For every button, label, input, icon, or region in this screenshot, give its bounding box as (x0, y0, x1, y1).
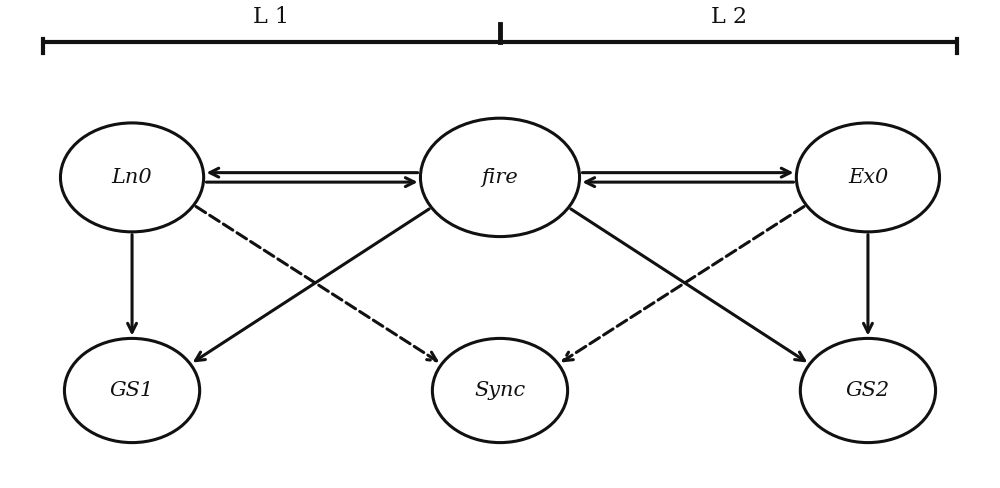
Ellipse shape (432, 338, 568, 443)
Text: fire: fire (482, 168, 518, 187)
Text: GS1: GS1 (110, 381, 154, 400)
Text: GS2: GS2 (846, 381, 890, 400)
Ellipse shape (800, 338, 936, 443)
Text: L 2: L 2 (711, 6, 747, 28)
Text: Sync: Sync (474, 381, 526, 400)
Ellipse shape (64, 338, 200, 443)
Text: Ln0: Ln0 (112, 168, 152, 187)
Text: L 1: L 1 (253, 6, 289, 28)
Ellipse shape (420, 118, 580, 237)
Text: Ex0: Ex0 (848, 168, 888, 187)
Ellipse shape (796, 123, 940, 232)
Ellipse shape (60, 123, 204, 232)
